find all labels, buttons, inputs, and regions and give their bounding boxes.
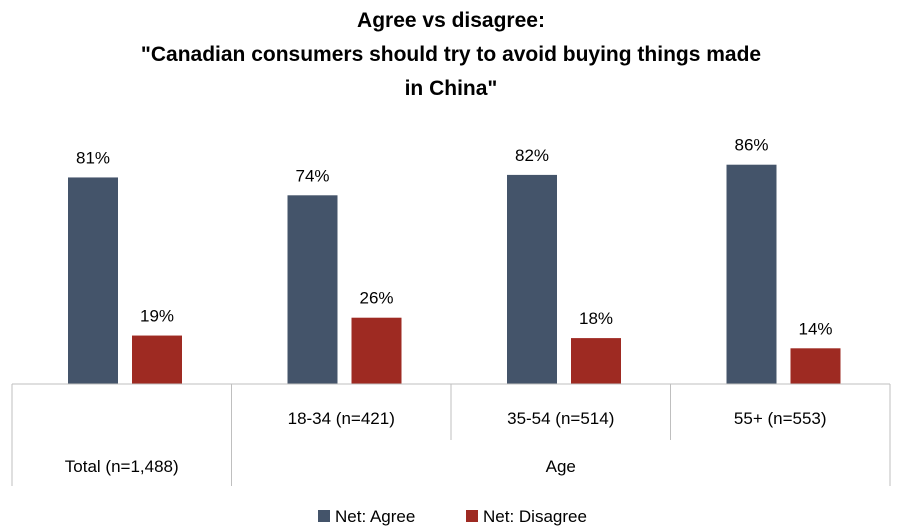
data-label-disagree-2: 18% (579, 309, 613, 328)
category-label-3: 55+ (n=553) (734, 409, 827, 428)
chart-title-line-3: in China" (404, 77, 498, 100)
legend: Net: Agree Net: Disagree (318, 507, 587, 526)
category-label-2: 35-54 (n=514) (507, 409, 614, 428)
data-label-disagree-0: 19% (140, 307, 174, 326)
bar-agree-1 (287, 195, 338, 384)
category-label-1: 18-34 (n=421) (288, 409, 395, 428)
legend-swatch-disagree (466, 510, 478, 522)
bar-disagree-3 (790, 348, 841, 384)
legend-swatch-agree (318, 510, 330, 522)
legend-label-agree: Net: Agree (335, 507, 415, 526)
data-label-agree-0: 81% (76, 148, 110, 167)
data-label-disagree-3: 14% (798, 319, 832, 338)
category-axis: 18-34 (n=421) 35-54 (n=514) 55+ (n=553) Tot… (11, 383, 891, 486)
chart-title-line-2: "Canadian consumers should try to avoid … (140, 43, 762, 66)
bar-disagree-0 (132, 335, 182, 384)
data-label-disagree-1: 26% (359, 289, 393, 308)
group-label-0: Total (n=1,488) (65, 457, 179, 476)
bar-disagree-1 (351, 317, 402, 384)
data-label-agree-2: 82% (515, 146, 549, 165)
group-label-1: Age (546, 457, 576, 476)
chart-title-line-1: Agree vs disagree: (357, 9, 545, 32)
data-label-agree-1: 74% (295, 166, 329, 185)
plot-area: 81% 74% 82% 86% 19% 26% 18% 14% (68, 136, 841, 384)
chart-title: Agree vs disagree: "Canadian consumers s… (0, 4, 902, 106)
bar-agree-0 (68, 177, 118, 384)
legend-label-disagree: Net: Disagree (483, 507, 587, 526)
data-label-agree-3: 86% (734, 136, 768, 155)
bar-disagree-2 (571, 338, 621, 384)
bar-agree-3 (726, 164, 777, 384)
bar-agree-2 (507, 174, 557, 384)
